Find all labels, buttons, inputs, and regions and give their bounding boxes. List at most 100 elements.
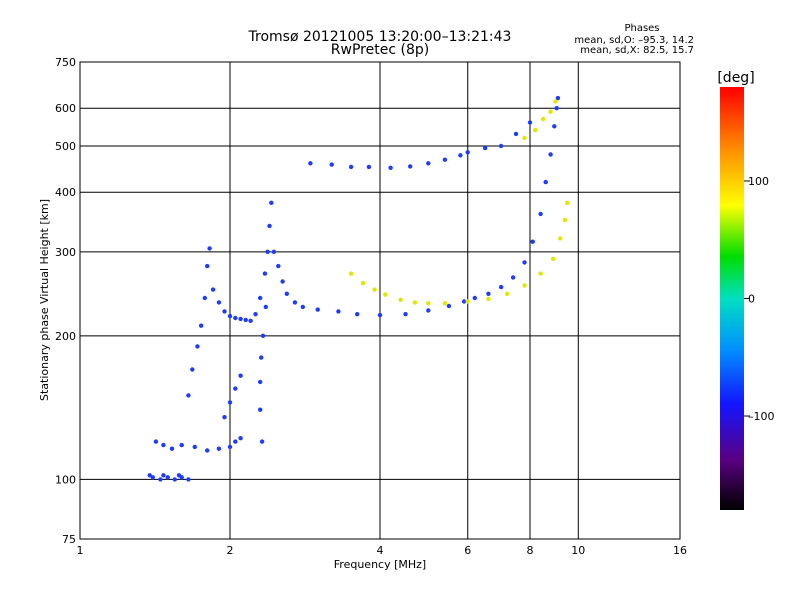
data-point	[238, 436, 243, 441]
colorbar-ticks: 100 0 –100	[744, 175, 775, 423]
x-tick-label: 6	[464, 544, 471, 557]
data-point	[186, 477, 191, 482]
data-point	[465, 150, 470, 155]
data-point	[530, 239, 535, 244]
data-point	[486, 296, 491, 302]
data-point	[446, 303, 452, 309]
data-point	[458, 153, 463, 158]
data-point	[258, 295, 263, 301]
data-point	[426, 308, 431, 313]
data-point	[176, 473, 182, 478]
data-point	[398, 297, 403, 302]
data-point	[426, 161, 431, 166]
data-point	[555, 95, 561, 101]
data-point	[486, 291, 491, 296]
data-point	[233, 315, 238, 321]
data-point	[190, 367, 195, 372]
data-point	[513, 131, 519, 137]
data-point	[280, 279, 285, 284]
data-point	[227, 400, 233, 405]
colorbar	[720, 87, 744, 510]
data-point	[538, 211, 543, 217]
data-point	[186, 393, 191, 398]
data-point	[165, 475, 170, 480]
colorbar-label: [deg]	[717, 70, 754, 86]
y-tick-label: 100	[55, 473, 76, 486]
data-point	[147, 473, 152, 478]
data-point	[284, 291, 289, 296]
data-point	[498, 143, 504, 149]
data-point	[238, 316, 243, 322]
data-point	[172, 477, 177, 482]
data-point	[195, 344, 200, 349]
data-point	[498, 284, 504, 290]
data-point	[179, 442, 184, 448]
data-point	[292, 300, 298, 305]
data-point	[482, 145, 488, 151]
data-point	[565, 200, 570, 205]
data-point	[442, 157, 448, 162]
data-point	[548, 109, 553, 114]
data-point	[263, 304, 268, 310]
data-point	[426, 301, 431, 306]
data-point	[227, 444, 233, 450]
y-tick-label: 200	[55, 330, 76, 343]
data-point	[210, 287, 216, 292]
data-point	[348, 271, 354, 276]
data-point	[505, 291, 510, 296]
data-point	[315, 307, 320, 312]
data-point	[227, 313, 233, 319]
data-point	[238, 373, 243, 378]
data-point	[360, 280, 366, 286]
data-point	[233, 386, 238, 391]
data-point	[543, 179, 548, 185]
data-point	[348, 164, 354, 170]
data-point	[269, 200, 274, 205]
phase-stats-x: mean, sd,X: 82.5, 15.7	[580, 45, 694, 56]
data-point	[562, 217, 568, 223]
phase-stats-heading: Phases	[624, 23, 659, 34]
data-point	[465, 299, 470, 304]
data-point	[233, 439, 238, 444]
x-tick-label: 2	[227, 544, 234, 557]
data-point	[222, 415, 227, 420]
data-point	[192, 444, 197, 450]
data-point	[538, 271, 543, 276]
y-axis-label: Stationary phase Virtual Height [km]	[38, 199, 51, 401]
data-point	[276, 263, 281, 269]
data-point	[553, 99, 558, 104]
y-tick-label: 500	[55, 140, 76, 153]
data-point	[198, 323, 204, 328]
colorbar-tick-label: 100	[748, 175, 769, 188]
y-axis-ticks: 75 100 200 300 400 500 600 750	[55, 56, 76, 546]
data-point	[262, 271, 268, 276]
data-point	[548, 152, 553, 157]
data-point	[442, 301, 448, 306]
data-point	[161, 473, 166, 478]
data-point	[355, 312, 360, 317]
gridlines	[80, 62, 680, 539]
data-point	[169, 446, 175, 451]
data-point	[259, 355, 264, 360]
data-point	[558, 236, 563, 241]
colorbar-tick-label: –100	[748, 410, 775, 423]
data-point	[540, 116, 546, 122]
phase-stats-o: mean, sd,O: –95.3, 14.2	[574, 35, 694, 46]
x-tick-label: 10	[571, 544, 585, 557]
data-point	[522, 135, 527, 141]
colorbar-tick-label: 0	[748, 293, 755, 306]
data-point	[461, 299, 467, 304]
data-point	[522, 283, 527, 288]
data-point	[153, 439, 159, 444]
chart-subtitle: RwPretec (8p)	[331, 42, 429, 58]
data-point	[202, 295, 207, 301]
data-point	[550, 256, 556, 261]
data-point	[205, 448, 210, 453]
data-point	[216, 300, 222, 305]
data-point	[205, 263, 210, 269]
data-point	[308, 161, 313, 166]
data-point	[522, 260, 527, 265]
data-point	[377, 312, 383, 318]
data-point	[207, 246, 212, 251]
